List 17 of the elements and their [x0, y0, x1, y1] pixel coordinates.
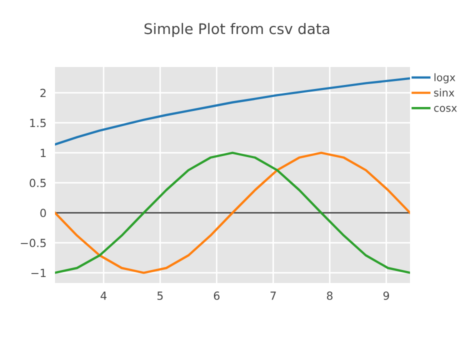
y-tick-label: −1	[31, 268, 46, 278]
y-tick-label: −0.5	[20, 238, 46, 248]
y-tick-label: 1.5	[30, 118, 46, 128]
chart-title: Simple Plot from csv data	[144, 22, 330, 38]
x-tick-label: 4	[100, 292, 107, 300]
y-tick-label: 0	[40, 208, 46, 218]
legend-label: sinx	[434, 88, 454, 97]
x-tick-label: 6	[214, 292, 220, 300]
x-tick-label: 5	[157, 292, 163, 300]
legend-label: logx	[434, 73, 456, 84]
x-tick-label: 9	[383, 292, 390, 300]
x-tick-label: 8	[326, 292, 333, 300]
y-tick-label: 0.5	[30, 178, 46, 188]
legend-label: cosx	[434, 106, 457, 112]
y-tick-label: 1	[40, 148, 46, 158]
y-tick-label: 2	[40, 88, 46, 98]
x-tick-label: 7	[270, 292, 276, 300]
